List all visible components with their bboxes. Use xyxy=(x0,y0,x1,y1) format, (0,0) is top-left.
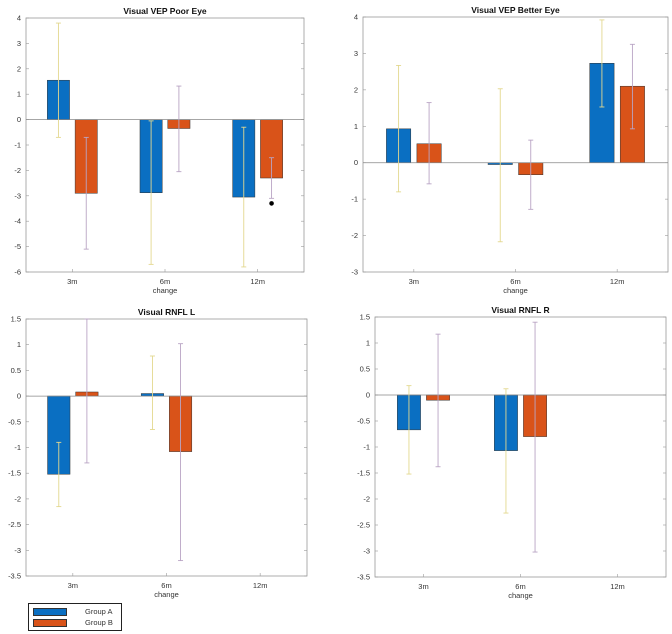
outlier-point xyxy=(269,201,274,206)
chart-panel-1: -6 -5 -4 -3 -2 -1 0 1 2 3 4 3m 6m 12m Visual VEP Poor … xyxy=(14,6,305,295)
y-tick-label: -1.5 xyxy=(8,469,21,478)
y-tick-label: 1 xyxy=(17,340,21,349)
y-tick-label: -1 xyxy=(351,195,358,204)
chart-panel-2: -3 -2 -1 0 1 2 3 4 3m 6m 12m Visual VEP Better Eye c… xyxy=(351,5,669,295)
y-tick-label: -3 xyxy=(351,268,358,277)
y-tick-label: -0.5 xyxy=(357,417,370,426)
x-tick-label: 12m xyxy=(253,581,268,590)
x-axis-label: change xyxy=(154,590,179,599)
chart-title: Visual VEP Poor Eye xyxy=(123,6,207,16)
x-tick-label: 12m xyxy=(610,277,625,286)
y-tick-label: -6 xyxy=(14,268,21,277)
y-tick-label: 1.5 xyxy=(11,315,21,324)
legend-label-group-b: Group B xyxy=(85,618,113,627)
chart-title: Visual RNFL R xyxy=(491,305,549,315)
plot-area xyxy=(25,17,305,273)
y-tick-label: 0 xyxy=(17,115,21,124)
y-tick-label: -1 xyxy=(363,443,370,452)
x-axis-label: change xyxy=(508,591,533,600)
x-axis-label: change xyxy=(503,286,528,295)
chart-title: Visual RNFL L xyxy=(138,307,195,317)
y-tick-label: -1 xyxy=(14,443,21,452)
y-tick-label: -4 xyxy=(14,217,21,226)
y-tick-label: 1 xyxy=(366,339,370,348)
legend-label-group-a: Group A xyxy=(85,607,113,616)
y-tick-label: -0.5 xyxy=(8,417,21,426)
y-tick-label: 2 xyxy=(354,85,358,94)
y-tick-label: 2 xyxy=(17,64,21,73)
x-tick-label: 6m xyxy=(161,581,171,590)
y-tick-label: -5 xyxy=(14,242,21,251)
y-tick-label: 1.5 xyxy=(360,313,370,322)
y-tick-label: 0 xyxy=(17,392,21,401)
y-tick-label: 4 xyxy=(17,14,21,23)
x-tick-label: 3m xyxy=(68,581,78,590)
y-tick-label: -3 xyxy=(363,547,370,556)
plot-area xyxy=(374,316,667,578)
plot-area xyxy=(25,318,308,577)
y-tick-label: -3.5 xyxy=(8,572,21,581)
x-axis-label: change xyxy=(153,286,178,295)
y-tick-label: -3 xyxy=(14,191,21,200)
chart-panel-3: -3.5 -3 -2.5 -2 -1.5 -1 -0.5 0 0.5 1 1.5 3m 6m 12m Vis… xyxy=(8,307,308,599)
y-tick-label: 3 xyxy=(17,39,21,48)
x-tick-label: 12m xyxy=(250,277,265,286)
y-tick-label: -2.5 xyxy=(357,521,370,530)
chart-title: Visual VEP Better Eye xyxy=(471,5,560,15)
legend-swatch-group-a xyxy=(33,607,67,616)
y-tick-label: -2 xyxy=(351,231,358,240)
y-tick-label: -3 xyxy=(14,546,21,555)
y-tick-label: 3 xyxy=(354,49,358,58)
y-tick-label: 1 xyxy=(354,122,358,131)
y-tick-label: 0.5 xyxy=(360,365,370,374)
y-tick-label: 4 xyxy=(354,13,358,22)
legend: Group A Group B xyxy=(28,603,122,631)
x-tick-label: 3m xyxy=(418,582,428,591)
x-tick-label: 6m xyxy=(515,582,525,591)
y-tick-label: -1 xyxy=(14,141,21,150)
y-tick-label: 0 xyxy=(354,158,358,167)
y-tick-label: -2.5 xyxy=(8,520,21,529)
y-tick-label: 1 xyxy=(17,90,21,99)
legend-swatch-group-b xyxy=(33,618,67,627)
chart-panel-4: -3.5 -3 -2.5 -2 -1.5 -1 -0.5 0 0.5 1 1.5 3m 6m 12m Vis… xyxy=(357,305,667,600)
plot-area xyxy=(362,16,669,273)
x-tick-label: 12m xyxy=(610,582,625,591)
x-tick-label: 6m xyxy=(510,277,520,286)
x-tick-label: 3m xyxy=(67,277,77,286)
y-tick-label: -2 xyxy=(14,494,21,503)
y-tick-label: -1.5 xyxy=(357,469,370,478)
y-tick-label: -2 xyxy=(363,495,370,504)
y-tick-label: 0.5 xyxy=(11,366,21,375)
x-tick-label: 3m xyxy=(409,277,419,286)
y-tick-label: 0 xyxy=(366,391,370,400)
legend-item-group-b: Group B xyxy=(33,618,113,627)
y-tick-label: -2 xyxy=(14,166,21,175)
x-tick-label: 6m xyxy=(160,277,170,286)
legend-item-group-a: Group A xyxy=(33,607,113,616)
y-tick-label: -3.5 xyxy=(357,573,370,582)
